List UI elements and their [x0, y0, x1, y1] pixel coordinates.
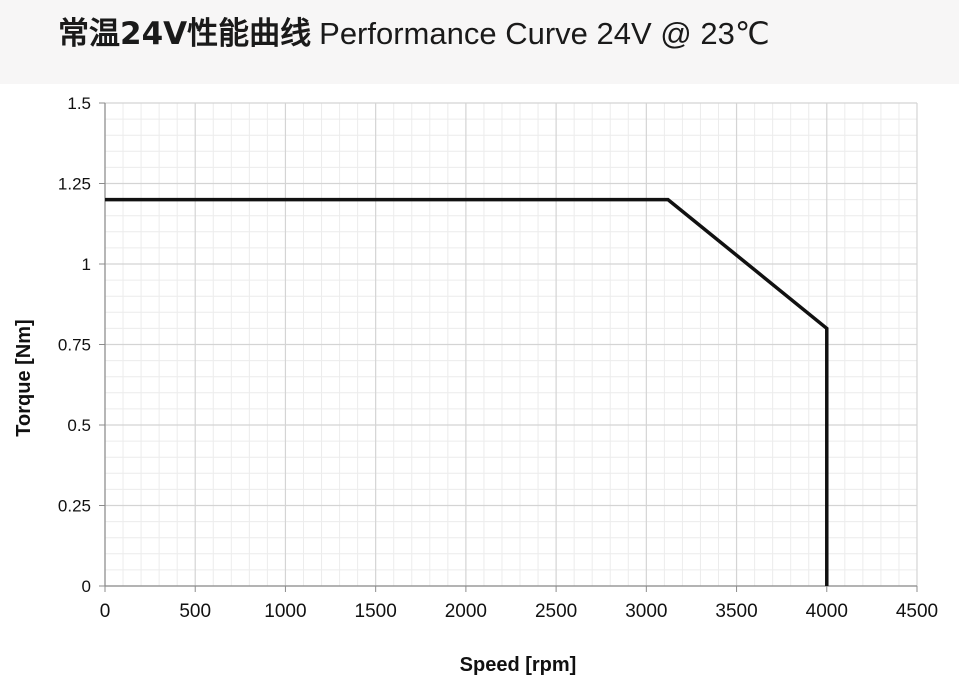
x-tick-label: 3000	[625, 601, 667, 622]
series-group	[105, 197, 829, 586]
x-tick-label: 2500	[535, 601, 577, 622]
y-tick-label: 0	[82, 577, 91, 596]
y-tick-label: 0.5	[67, 416, 91, 435]
title-english: Performance Curve 24V @ 23℃	[319, 16, 770, 51]
y-tick-labels: 0 0.25 0.5 0.75 1 1.25 1.5	[58, 94, 91, 596]
y-tick-label: 0.25	[58, 497, 91, 516]
y-axis-label: Torque [Nm]	[13, 319, 35, 436]
torque-curve-line	[105, 197, 829, 586]
y-tick-label: 1.5	[67, 94, 91, 113]
y-tick-label: 1	[82, 255, 91, 274]
axes	[99, 102, 918, 592]
y-tick-label: 1.25	[58, 175, 91, 194]
x-axis-label: Speed [rpm]	[460, 654, 577, 676]
x-tick-label: 500	[179, 601, 211, 622]
x-tick-label: 0	[100, 601, 111, 622]
title-chinese: 常温24V性能曲线	[58, 16, 312, 52]
x-tick-label: 3500	[715, 601, 757, 622]
x-tick-label: 2000	[445, 601, 487, 622]
x-tick-label: 1000	[264, 601, 306, 622]
y-tick-label: 0.75	[58, 336, 91, 355]
header-band	[0, 0, 959, 84]
x-tick-label: 4500	[896, 601, 938, 622]
page-title: 常温24V性能曲线 Performance Curve 24V @ 23℃	[58, 12, 770, 56]
x-tick-label: 1500	[355, 601, 397, 622]
x-tick-label: 4000	[806, 601, 848, 622]
x-tick-labels: 0 500 1000 1500 2000 2500 3000 3500 4000 4500	[100, 601, 938, 622]
major-grid	[104, 102, 918, 587]
